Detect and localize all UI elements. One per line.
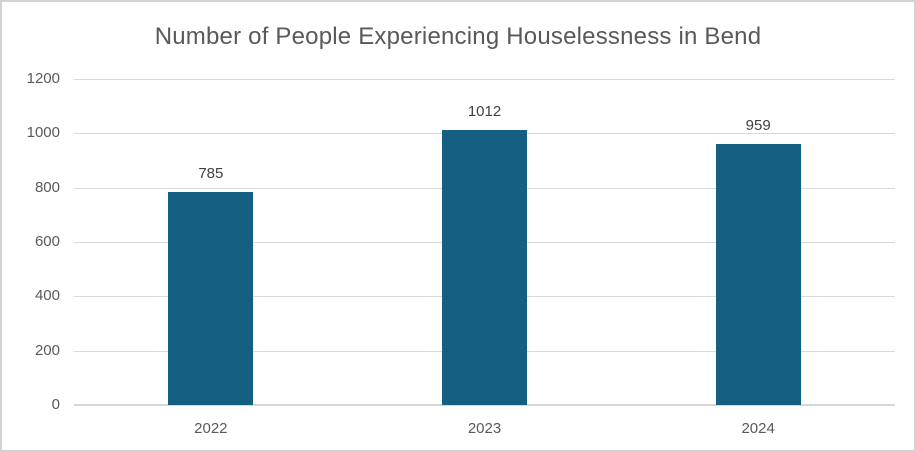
x-axis-tick-label-2024: 2024 [741, 420, 775, 437]
y-axis-tick-label: 0 [51, 396, 60, 413]
chart-title: Number of People Experiencing Houselessn… [154, 23, 762, 50]
y-axis-tick-label: 600 [34, 233, 60, 250]
x-axis-tick-label-2022: 2022 [194, 420, 228, 437]
data-label-2023: 1012 [467, 103, 502, 121]
y-axis-tick-label: 1000 [26, 124, 60, 142]
data-label-2024: 959 [745, 117, 771, 135]
x-axis-tick-label-2023: 2023 [467, 420, 502, 437]
y-axis-tick-label: 1200 [26, 70, 60, 87]
bar-2022 [168, 191, 254, 405]
bar-2024 [715, 144, 801, 405]
gridline [74, 79, 895, 80]
y-axis-tick-label: 200 [34, 341, 60, 359]
bar-2023 [442, 130, 527, 405]
data-label-2022: 785 [198, 164, 224, 182]
y-axis-tick-label: 800 [34, 178, 60, 196]
x-axis-line [74, 404, 895, 406]
y-axis-tick-label: 400 [34, 287, 60, 305]
